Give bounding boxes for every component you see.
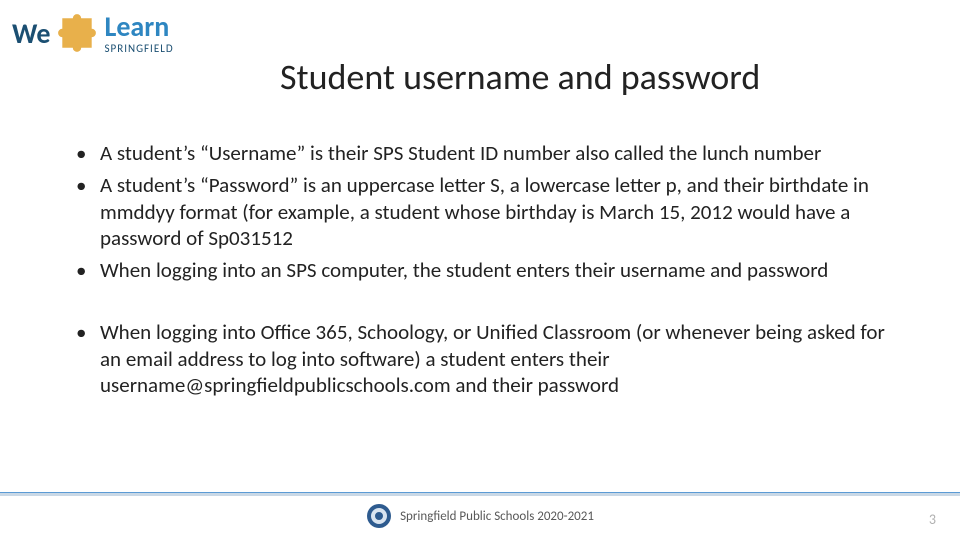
logo-learn-wrap: Learn SPRINGFIELD — [104, 13, 173, 54]
paragraph-gap — [70, 289, 900, 319]
bullet-item: When logging into Office 365, Schoology,… — [70, 319, 900, 398]
footer: Springfield Public Schools 2020-2021 — [0, 502, 960, 530]
logo-we-text: We — [12, 16, 50, 51]
logo: We Learn SPRINGFIELD — [12, 12, 174, 54]
puzzle-icon — [56, 12, 98, 54]
slide: We Learn SPRINGFIELD Student username an… — [0, 0, 960, 540]
logo-springfield-text: SPRINGFIELD — [104, 43, 173, 54]
page-title: Student username and password — [280, 55, 760, 99]
seal-icon — [366, 503, 392, 529]
page-number: 3 — [929, 511, 936, 528]
logo-learn-text: Learn — [104, 13, 173, 41]
bullet-item: A student’s “Password” is an uppercase l… — [70, 172, 900, 251]
content-area: A student’s “Username” is their SPS Stud… — [70, 140, 900, 404]
bullet-list-2: When logging into Office 365, Schoology,… — [70, 319, 900, 398]
footer-text: Springfield Public Schools 2020-2021 — [400, 509, 594, 524]
footer-rule — [0, 492, 960, 496]
bullet-list-1: A student’s “Username” is their SPS Stud… — [70, 140, 900, 283]
bullet-item: When logging into an SPS computer, the s… — [70, 257, 900, 283]
bullet-item: A student’s “Username” is their SPS Stud… — [70, 140, 900, 166]
